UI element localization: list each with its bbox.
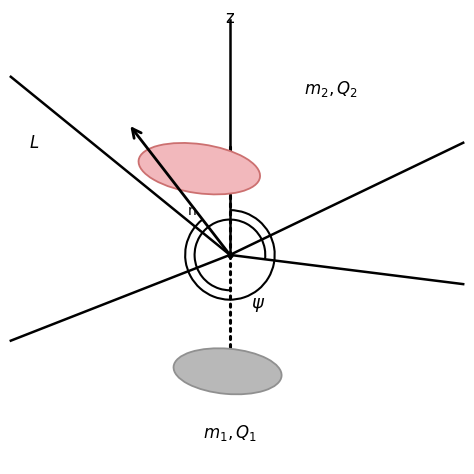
Text: L: L: [30, 134, 39, 152]
Ellipse shape: [173, 348, 282, 394]
Ellipse shape: [138, 143, 260, 194]
Text: z: z: [226, 9, 234, 27]
Text: n: n: [188, 204, 197, 218]
Text: $\boldsymbol{l}$: $\boldsymbol{l}$: [164, 149, 173, 169]
Text: $\psi$: $\psi$: [251, 296, 265, 314]
Text: $m_1, Q_1$: $m_1, Q_1$: [203, 422, 257, 443]
Text: $m_2, Q_2$: $m_2, Q_2$: [304, 79, 358, 99]
